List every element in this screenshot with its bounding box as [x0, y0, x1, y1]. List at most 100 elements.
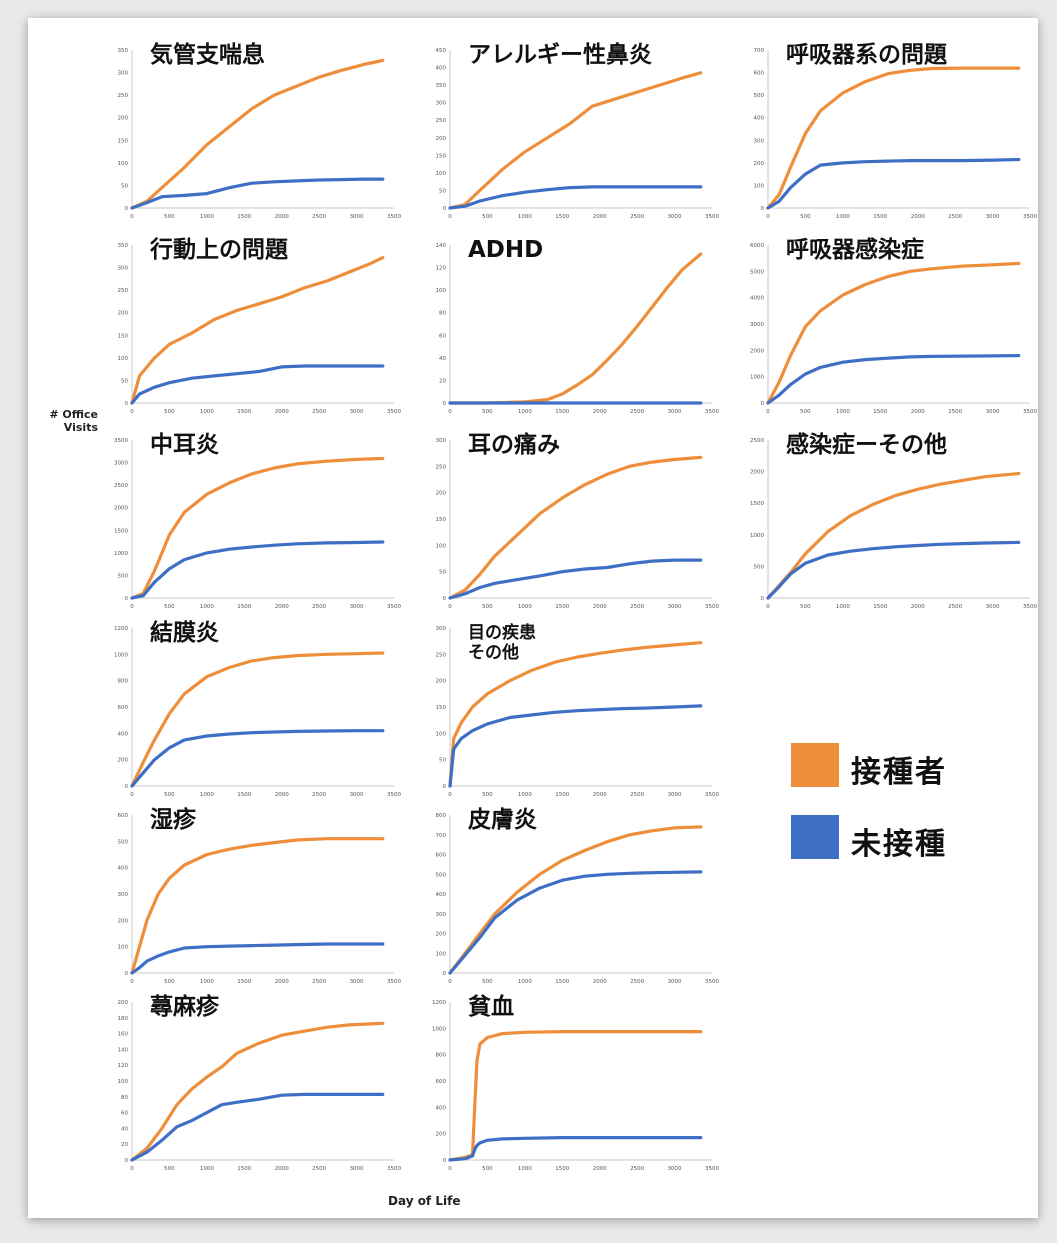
x-tick-label: 1000: [200, 1166, 214, 1172]
y-tick-label: 100: [754, 183, 765, 189]
x-tick-label: 1000: [518, 979, 532, 985]
y-tick-label: 1000: [114, 551, 128, 557]
y-tick-label: 80: [439, 311, 446, 317]
x-tick-label: 500: [164, 979, 175, 985]
chart-panel: 0 20 40 60 80 100 120 140 0 500 1000 1500 2000 2500 30…: [436, 237, 720, 415]
series-line-unvaccinated: [766, 540, 1021, 600]
x-tick-label: 3000: [350, 792, 364, 798]
y-tick-label: 300: [118, 892, 129, 898]
x-tick-label: 1000: [200, 409, 214, 415]
x-tick-label: 500: [800, 214, 811, 220]
series-line-unvaccinated: [130, 1092, 385, 1162]
chart-title-line: その他: [468, 642, 519, 663]
series-line-unvaccinated: [448, 1135, 703, 1162]
x-tick-label: 3500: [387, 409, 401, 415]
y-tick-label: 0: [443, 1158, 447, 1164]
x-tick-label: 2500: [630, 792, 644, 798]
series-line-vaccinated: [130, 651, 385, 788]
x-tick-label: 3000: [350, 409, 364, 415]
x-tick-label: 2000: [275, 409, 289, 415]
x-tick-label: 3000: [986, 214, 1000, 220]
x-tick-label: 3500: [387, 792, 401, 798]
legend-label-unvaccinated: 未接種: [851, 827, 947, 862]
x-tick-label: 2500: [630, 979, 644, 985]
x-tick-label: 2000: [911, 214, 925, 220]
y-tick-label: 500: [754, 93, 765, 99]
chart-panel: 0 50 100 150 200 250 300 350 400 450 0 500 1000 1500 2…: [436, 41, 720, 220]
y-tick-label: 0: [125, 1158, 129, 1164]
y-tick-label: 2500: [114, 483, 128, 489]
y-tick-label: 0: [443, 401, 447, 407]
x-tick-label: 1500: [555, 979, 569, 985]
y-tick-label: 180: [118, 1016, 129, 1022]
x-tick-label: 0: [130, 409, 134, 415]
y-tick-label: 50: [121, 378, 128, 384]
y-tick-label: 200: [118, 311, 129, 317]
y-tick-label: 0: [443, 596, 447, 602]
series-line-vaccinated: [448, 641, 703, 788]
x-tick-label: 3000: [668, 792, 682, 798]
y-tick-label: 250: [118, 288, 129, 294]
x-tick-label: 3500: [1023, 604, 1037, 610]
chart-panel: 0 200 400 600 800 1000 1200 0 500 1000 1500 2000 250…: [432, 993, 719, 1172]
x-tick-label: 500: [164, 214, 175, 220]
y-tick-label: 150: [436, 153, 447, 159]
x-tick-label: 3000: [668, 214, 682, 220]
x-tick-label: 2000: [911, 409, 925, 415]
y-tick-label: 800: [436, 813, 447, 819]
chart-title-line: 貧血: [468, 993, 514, 1020]
y-tick-label: 160: [118, 1032, 129, 1038]
chart-title-line: 感染症ーその他: [786, 431, 947, 458]
chart-title: 感染症ーその他: [786, 431, 947, 458]
chart-title: 中耳炎: [150, 432, 219, 458]
y-tick-label: 200: [118, 758, 129, 764]
y-tick-label: 350: [118, 243, 129, 249]
series-line-vaccinated: [448, 1029, 703, 1162]
x-tick-label: 1000: [518, 409, 532, 415]
y-tick-label: 350: [436, 83, 447, 89]
y-tick-label: 80: [121, 1095, 128, 1101]
x-tick-label: 3000: [350, 979, 364, 985]
chart-title: ADHD: [468, 237, 543, 263]
series-line-vaccinated: [766, 261, 1021, 405]
y-tick-label: 4000: [750, 296, 764, 302]
y-tick-label: 300: [436, 626, 447, 632]
x-tick-label: 1000: [200, 214, 214, 220]
chart-title: 耳の痛み: [468, 431, 560, 458]
series-line-vaccinated: [130, 1021, 385, 1162]
y-tick-label: 0: [125, 206, 129, 212]
y-tick-label: 1500: [114, 528, 128, 534]
x-tick-label: 2000: [275, 1166, 289, 1172]
y-tick-label: 400: [436, 892, 447, 898]
chart-title: 皮膚炎: [468, 807, 537, 833]
series-line-unvaccinated: [766, 354, 1021, 405]
y-tick-label: 0: [125, 784, 129, 790]
x-tick-label: 1500: [237, 792, 251, 798]
chart-title: 呼吸器系の問題: [786, 42, 948, 68]
y-tick-label: 200: [436, 491, 447, 497]
y-tick-label: 400: [754, 116, 765, 122]
x-tick-label: 2500: [312, 409, 326, 415]
y-tick-label: 0: [761, 596, 765, 602]
y-tick-label: 350: [118, 48, 129, 54]
x-tick-label: 3000: [668, 604, 682, 610]
x-tick-label: 3500: [387, 604, 401, 610]
x-tick-label: 2500: [948, 604, 962, 610]
x-tick-label: 3500: [1023, 409, 1037, 415]
y-tick-label: 600: [118, 705, 129, 711]
x-tick-label: 2000: [593, 1166, 607, 1172]
x-tick-label: 500: [164, 1166, 175, 1172]
chart-title-line: 湿疹: [150, 806, 197, 833]
x-tick-label: 2000: [593, 409, 607, 415]
y-tick-label: 200: [118, 918, 129, 924]
series-line-unvaccinated: [130, 177, 385, 210]
x-tick-label: 2000: [275, 792, 289, 798]
chart-panel: 0 500 1000 1500 2000 2500 0 500 1000 1500 2000 2500…: [750, 431, 1037, 610]
y-tick-label: 1000: [114, 652, 128, 658]
chart-title: 呼吸器感染症: [786, 236, 924, 263]
chart-title: 目の疾患その他: [468, 622, 536, 663]
x-tick-label: 500: [482, 792, 493, 798]
